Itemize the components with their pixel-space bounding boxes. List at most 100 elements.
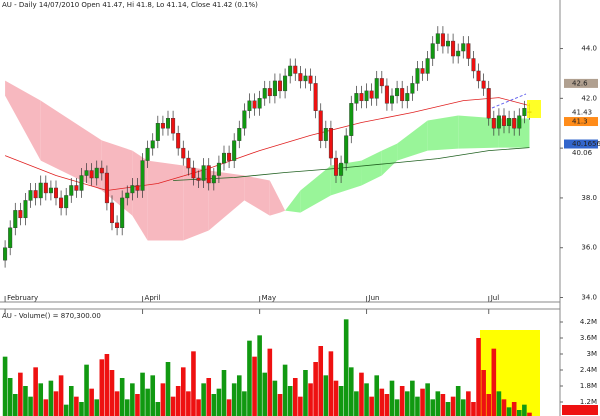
volume-bar bbox=[455, 386, 461, 416]
candle-body bbox=[405, 93, 410, 102]
volume-bar bbox=[359, 372, 364, 416]
candle-body bbox=[8, 227, 13, 248]
volume-bar bbox=[23, 386, 28, 416]
candle-body bbox=[298, 73, 303, 82]
volume-bar bbox=[323, 375, 329, 416]
candle-body bbox=[344, 135, 349, 164]
volume-y-tick-label: 3.6M bbox=[580, 334, 597, 342]
volume-bar bbox=[74, 396, 79, 416]
volume-bar bbox=[196, 399, 201, 416]
cloud-segment bbox=[300, 165, 331, 213]
volume-bar bbox=[206, 378, 212, 416]
volume-bar bbox=[354, 391, 359, 416]
candle-body bbox=[328, 128, 333, 159]
candle-body bbox=[140, 160, 145, 191]
volume-bar bbox=[445, 402, 451, 416]
candle-body bbox=[267, 88, 272, 97]
volume-bar bbox=[476, 338, 481, 416]
volume-bar bbox=[415, 396, 420, 416]
volume-bar bbox=[18, 372, 23, 416]
candle-body bbox=[522, 108, 527, 116]
candle-body bbox=[466, 43, 471, 59]
volume-bar bbox=[501, 399, 507, 416]
volume-bar bbox=[7, 378, 13, 416]
volume-bar bbox=[145, 388, 150, 416]
candle-body bbox=[476, 70, 481, 82]
cloud-segment bbox=[381, 143, 398, 176]
x-tick-label: February bbox=[7, 294, 38, 302]
volume-bar bbox=[191, 351, 196, 416]
candle-body bbox=[232, 140, 237, 161]
volume-bar bbox=[247, 340, 252, 416]
volume-bar bbox=[506, 407, 512, 416]
candle-body bbox=[196, 177, 201, 181]
cloud-segment bbox=[147, 160, 184, 241]
volume-bar bbox=[84, 364, 89, 416]
candle-body bbox=[451, 40, 456, 57]
candle-body bbox=[252, 100, 257, 109]
volume-bar bbox=[119, 378, 125, 416]
candle-body bbox=[181, 147, 186, 159]
candle-body bbox=[456, 50, 461, 57]
volume-bar bbox=[522, 404, 527, 416]
price-label-box bbox=[564, 117, 598, 127]
price-label-box bbox=[564, 139, 598, 149]
candle-body bbox=[3, 247, 8, 261]
candle-body bbox=[491, 118, 496, 129]
volume-bar bbox=[471, 402, 476, 416]
volume-bar bbox=[175, 386, 181, 416]
volume-bar bbox=[308, 383, 313, 416]
candle-body bbox=[486, 88, 491, 119]
candle-body bbox=[191, 167, 196, 179]
volume-bar bbox=[252, 356, 257, 416]
volume-bar bbox=[527, 412, 532, 416]
candle-body bbox=[461, 43, 466, 52]
candle-body bbox=[420, 68, 425, 74]
volume-y-tick-label: 4.2M bbox=[580, 318, 597, 326]
volume-bar bbox=[135, 394, 140, 416]
volume-bar bbox=[272, 380, 278, 416]
candle-body bbox=[272, 80, 277, 97]
price-label: 41.3 bbox=[572, 118, 588, 126]
cloud-segment bbox=[427, 115, 459, 151]
candle-body bbox=[89, 170, 94, 179]
candle-body bbox=[206, 165, 211, 184]
volume-bar bbox=[420, 388, 425, 416]
volume-bar bbox=[410, 380, 415, 416]
volume-bar bbox=[435, 391, 441, 416]
cloud-segment bbox=[397, 120, 428, 161]
volume-bar bbox=[231, 383, 237, 416]
candle-body bbox=[176, 132, 181, 149]
candle-body bbox=[54, 187, 59, 199]
candle-body bbox=[33, 190, 38, 199]
candle-body bbox=[471, 58, 476, 72]
moving-average bbox=[173, 147, 530, 181]
candle-body bbox=[115, 222, 120, 229]
volume-bar bbox=[201, 383, 206, 416]
volume-bar bbox=[318, 346, 324, 416]
candle-body bbox=[171, 118, 176, 134]
volume-bar bbox=[328, 351, 334, 416]
candle-body bbox=[211, 175, 216, 184]
candle-body bbox=[130, 185, 135, 194]
volume-bar bbox=[262, 372, 268, 416]
volume-y-tick-label: 2.4M bbox=[580, 366, 597, 374]
volume-bar bbox=[53, 391, 59, 416]
candle-body bbox=[425, 58, 430, 74]
volume-bar bbox=[79, 402, 84, 416]
volume-bar bbox=[374, 375, 380, 416]
volume-bar bbox=[68, 386, 74, 416]
candle-body bbox=[242, 110, 247, 129]
candle-body bbox=[278, 80, 283, 92]
candle-body bbox=[435, 33, 440, 44]
candle-body bbox=[59, 197, 64, 209]
x-tick-label: April bbox=[145, 294, 161, 302]
x-tick-label: Jul bbox=[490, 294, 500, 302]
y-tick-label: 44.0 bbox=[581, 45, 597, 53]
volume-bar bbox=[511, 402, 517, 416]
candle-body bbox=[69, 185, 74, 196]
price-label: 40.1656 bbox=[572, 140, 600, 148]
volume-bar bbox=[313, 362, 318, 416]
candle-body bbox=[74, 185, 79, 191]
